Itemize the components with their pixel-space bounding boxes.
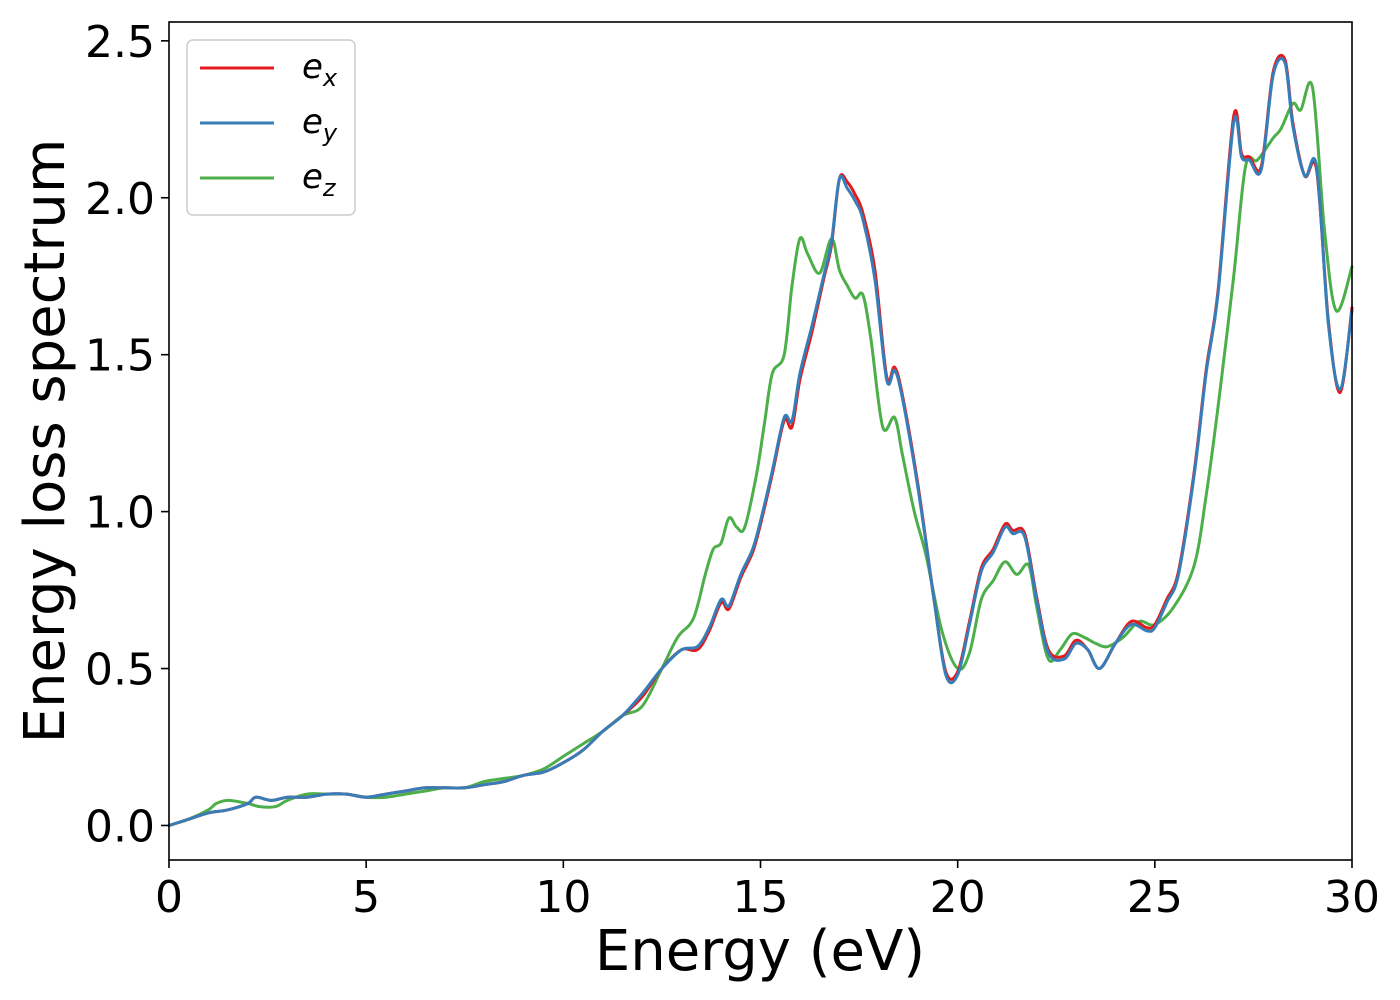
x-axis-title: Energy (eV) <box>595 919 925 984</box>
x-tick-label: 5 <box>352 872 380 923</box>
series-layer <box>167 53 1354 827</box>
legend-label-ez: ez <box>302 157 337 202</box>
x-tick-label: 20 <box>930 872 986 923</box>
y-tick-label: 1.0 <box>85 488 155 539</box>
y-tick-label: 0.5 <box>85 645 155 696</box>
y-tick-label: 2.0 <box>85 174 155 225</box>
legend: ex ey ez <box>186 39 356 216</box>
y-tick-label: 1.5 <box>85 331 155 382</box>
series-ez-line <box>167 80 1354 827</box>
x-tick-label: 0 <box>155 872 183 923</box>
y-tick-label: 0.0 <box>85 801 155 852</box>
x-tick-label: 15 <box>733 872 789 923</box>
y-tick-label: 2.5 <box>85 17 155 68</box>
y-axis-title: Energy loss spectrum <box>13 139 78 744</box>
legend-label-ex: ex <box>302 47 338 92</box>
x-tick-label: 10 <box>535 872 591 923</box>
x-axis: 0 5 10 15 20 25 30 <box>155 860 1380 923</box>
y-axis: 0.0 0.5 1.0 1.5 2.0 2.5 <box>85 17 169 852</box>
series-ey-line <box>167 56 1354 827</box>
legend-label-ey: ey <box>302 102 338 147</box>
legend-frame <box>186 39 356 216</box>
x-tick-label: 30 <box>1324 872 1380 923</box>
x-tick-label: 25 <box>1127 872 1183 923</box>
